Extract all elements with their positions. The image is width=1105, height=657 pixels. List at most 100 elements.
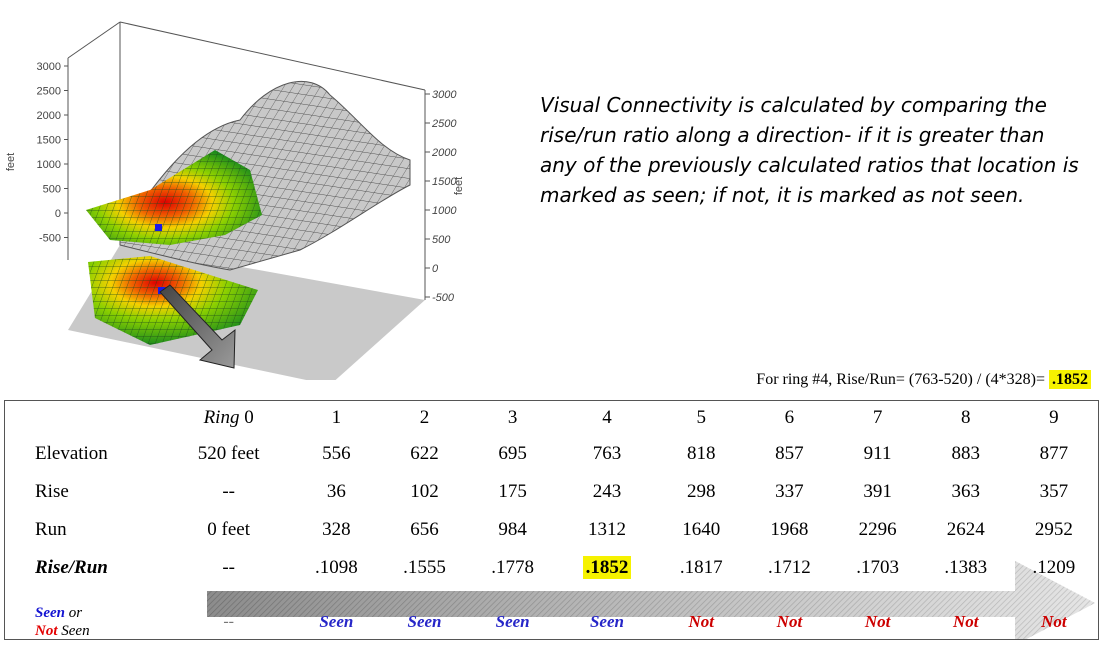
table-cell: 175: [498, 481, 527, 502]
formula-line: For ring #4, Rise/Run= (763-520) / (4*32…: [756, 370, 1091, 389]
visibility-table: Ring 0 1 2 3 4 5 6 7 8 9 Elevation 520 fe…: [5, 401, 1098, 657]
ring-header: 3: [507, 407, 518, 428]
status-cell: Seen: [589, 612, 624, 631]
status-cell: Not: [688, 612, 715, 631]
right-axis-tick-label: 2000: [431, 147, 457, 159]
formula-text: For ring #4, Rise/Run= (763-520) / (4*32…: [756, 371, 1045, 388]
ring-header-row: Ring 0 1 2 3 4 5 6 7 8 9: [5, 401, 1098, 435]
table-cell: 520 feet: [197, 443, 260, 464]
table-cell: 763: [592, 443, 622, 464]
table-cell: 391: [863, 481, 892, 502]
table-cell: 1640: [682, 519, 721, 540]
table-cell: 0 feet: [207, 519, 250, 540]
table-cell: 298: [687, 481, 716, 502]
seen-direction-arrow: [207, 561, 1095, 639]
right-axis-tick-label: 1000: [432, 205, 457, 217]
visibility-table-box: Ring 0 1 2 3 4 5 6 7 8 9 Elevation 520 fe…: [4, 400, 1099, 640]
table-cell: 363: [951, 481, 980, 502]
seen-row: Seen or Not Seen -- Seen Seen Seen Seen Not Not N…: [5, 587, 1098, 657]
left-elevation-axis: 3000 2500 2000 1500 1000 500 0 -500: [37, 61, 68, 245]
table-cell: 656: [410, 519, 439, 540]
left-axis-tick-label: -500: [39, 233, 61, 245]
table-cell: 877: [1039, 443, 1069, 464]
ring-header: 8: [960, 407, 971, 428]
table-cell: .1098: [314, 557, 358, 578]
table-cell: .1852: [557, 549, 658, 587]
ring-header: 2: [419, 407, 430, 428]
table-cell: .1383: [944, 557, 988, 578]
table-cell: 622: [410, 443, 439, 464]
table-cell: 695: [498, 443, 527, 464]
table-cell: .1817: [679, 557, 723, 578]
table-cell: --: [222, 557, 235, 578]
row-label: Run: [35, 519, 67, 540]
status-cell: Not: [1041, 612, 1067, 631]
table-cell: 357: [1039, 481, 1069, 502]
right-elevation-axis: 3000 2500 2000 1500 1000 500 0 -500: [425, 89, 457, 304]
table-cell: 857: [775, 443, 804, 464]
table-cell: .1778: [491, 557, 534, 578]
ring-header: 1: [331, 407, 342, 428]
table-row: Run 0 feet 328 656 984 1312 1640 1968 2296 2624 29…: [5, 511, 1098, 549]
table-cell: 2624: [946, 519, 985, 540]
table-cell: 1968: [770, 519, 809, 540]
ring-header: 6: [784, 407, 795, 428]
or-word: or: [68, 605, 83, 621]
highlighted-ratio: .1852: [582, 556, 632, 579]
table-cell: .1703: [856, 557, 899, 578]
seen-word-2: Seen: [61, 623, 90, 639]
right-axis-label: feet: [453, 177, 465, 195]
table-cell: 818: [687, 443, 716, 464]
status-cell: Seen: [319, 612, 354, 631]
table-cell: 1312: [587, 519, 626, 540]
formula-result: .1852: [1049, 370, 1091, 389]
ring-header: 9: [1049, 407, 1059, 428]
right-axis-tick-label: 0: [432, 263, 439, 275]
table-cell: 328: [322, 519, 351, 540]
left-axis-tick-label: 500: [43, 184, 61, 196]
status-cell: Seen: [495, 612, 530, 631]
left-axis-tick-label: 0: [55, 208, 61, 220]
table-row: Rise -- 36 102 175 243 298 337 391 363 357: [5, 473, 1098, 511]
terrain-surface-figure: 3000 2500 2000 1500 1000 500 0 -500 3000 2500 200…: [5, 21, 465, 380]
table-row: Elevation 520 feet 556 622 695 763 818 857 911 88…: [5, 435, 1098, 473]
row-label: Rise: [35, 481, 69, 502]
plot-box: [67, 21, 426, 300]
not-word: Not: [35, 623, 58, 639]
status-cell: Not: [864, 612, 891, 631]
table-cell: 883: [951, 443, 980, 464]
table-cell: 556: [322, 443, 351, 464]
row-label: Elevation: [35, 443, 108, 464]
right-axis-tick-label: 1500: [432, 176, 457, 188]
status-cell: Seen: [407, 612, 442, 631]
direction-arrow: [159, 284, 236, 369]
row-label: Rise/Run: [35, 557, 108, 578]
table-cell: .1209: [1032, 557, 1076, 578]
table-cell: 2952: [1034, 519, 1073, 540]
ring-header-0: Ring 0: [203, 407, 254, 428]
table-cell: .1712: [768, 557, 811, 578]
table-cell: .1555: [403, 557, 446, 578]
explanation-text: Visual Connectivity is calculated by com…: [540, 93, 1079, 207]
viewpoint-marker-top: [155, 224, 162, 231]
table-cell: 243: [592, 481, 622, 502]
ring-header: 7: [872, 407, 883, 428]
left-axis-label: feet: [5, 153, 17, 171]
seen-or-not-label: Seen or Not Seen: [5, 587, 165, 657]
right-axis-tick-label: 2500: [431, 118, 457, 130]
ring-header: 5: [696, 407, 707, 428]
left-axis-tick-label: 1500: [37, 135, 61, 147]
right-axis-tick-label: -500: [432, 292, 455, 304]
left-axis-tick-label: 1000: [37, 159, 61, 171]
table-cell: 2296: [858, 519, 897, 540]
status-cell: Not: [952, 612, 979, 631]
right-axis-tick-label: 3000: [432, 89, 457, 101]
right-axis-tick-label: 500: [432, 234, 451, 246]
table-cell: --: [222, 481, 235, 502]
table-cell: 984: [498, 519, 527, 540]
table-cell: 337: [775, 481, 804, 502]
status-cell: Not: [776, 612, 803, 631]
left-axis-tick-label: 3000: [37, 61, 61, 73]
table-cell: 911: [863, 443, 892, 464]
seen-word: Seen: [35, 605, 65, 621]
